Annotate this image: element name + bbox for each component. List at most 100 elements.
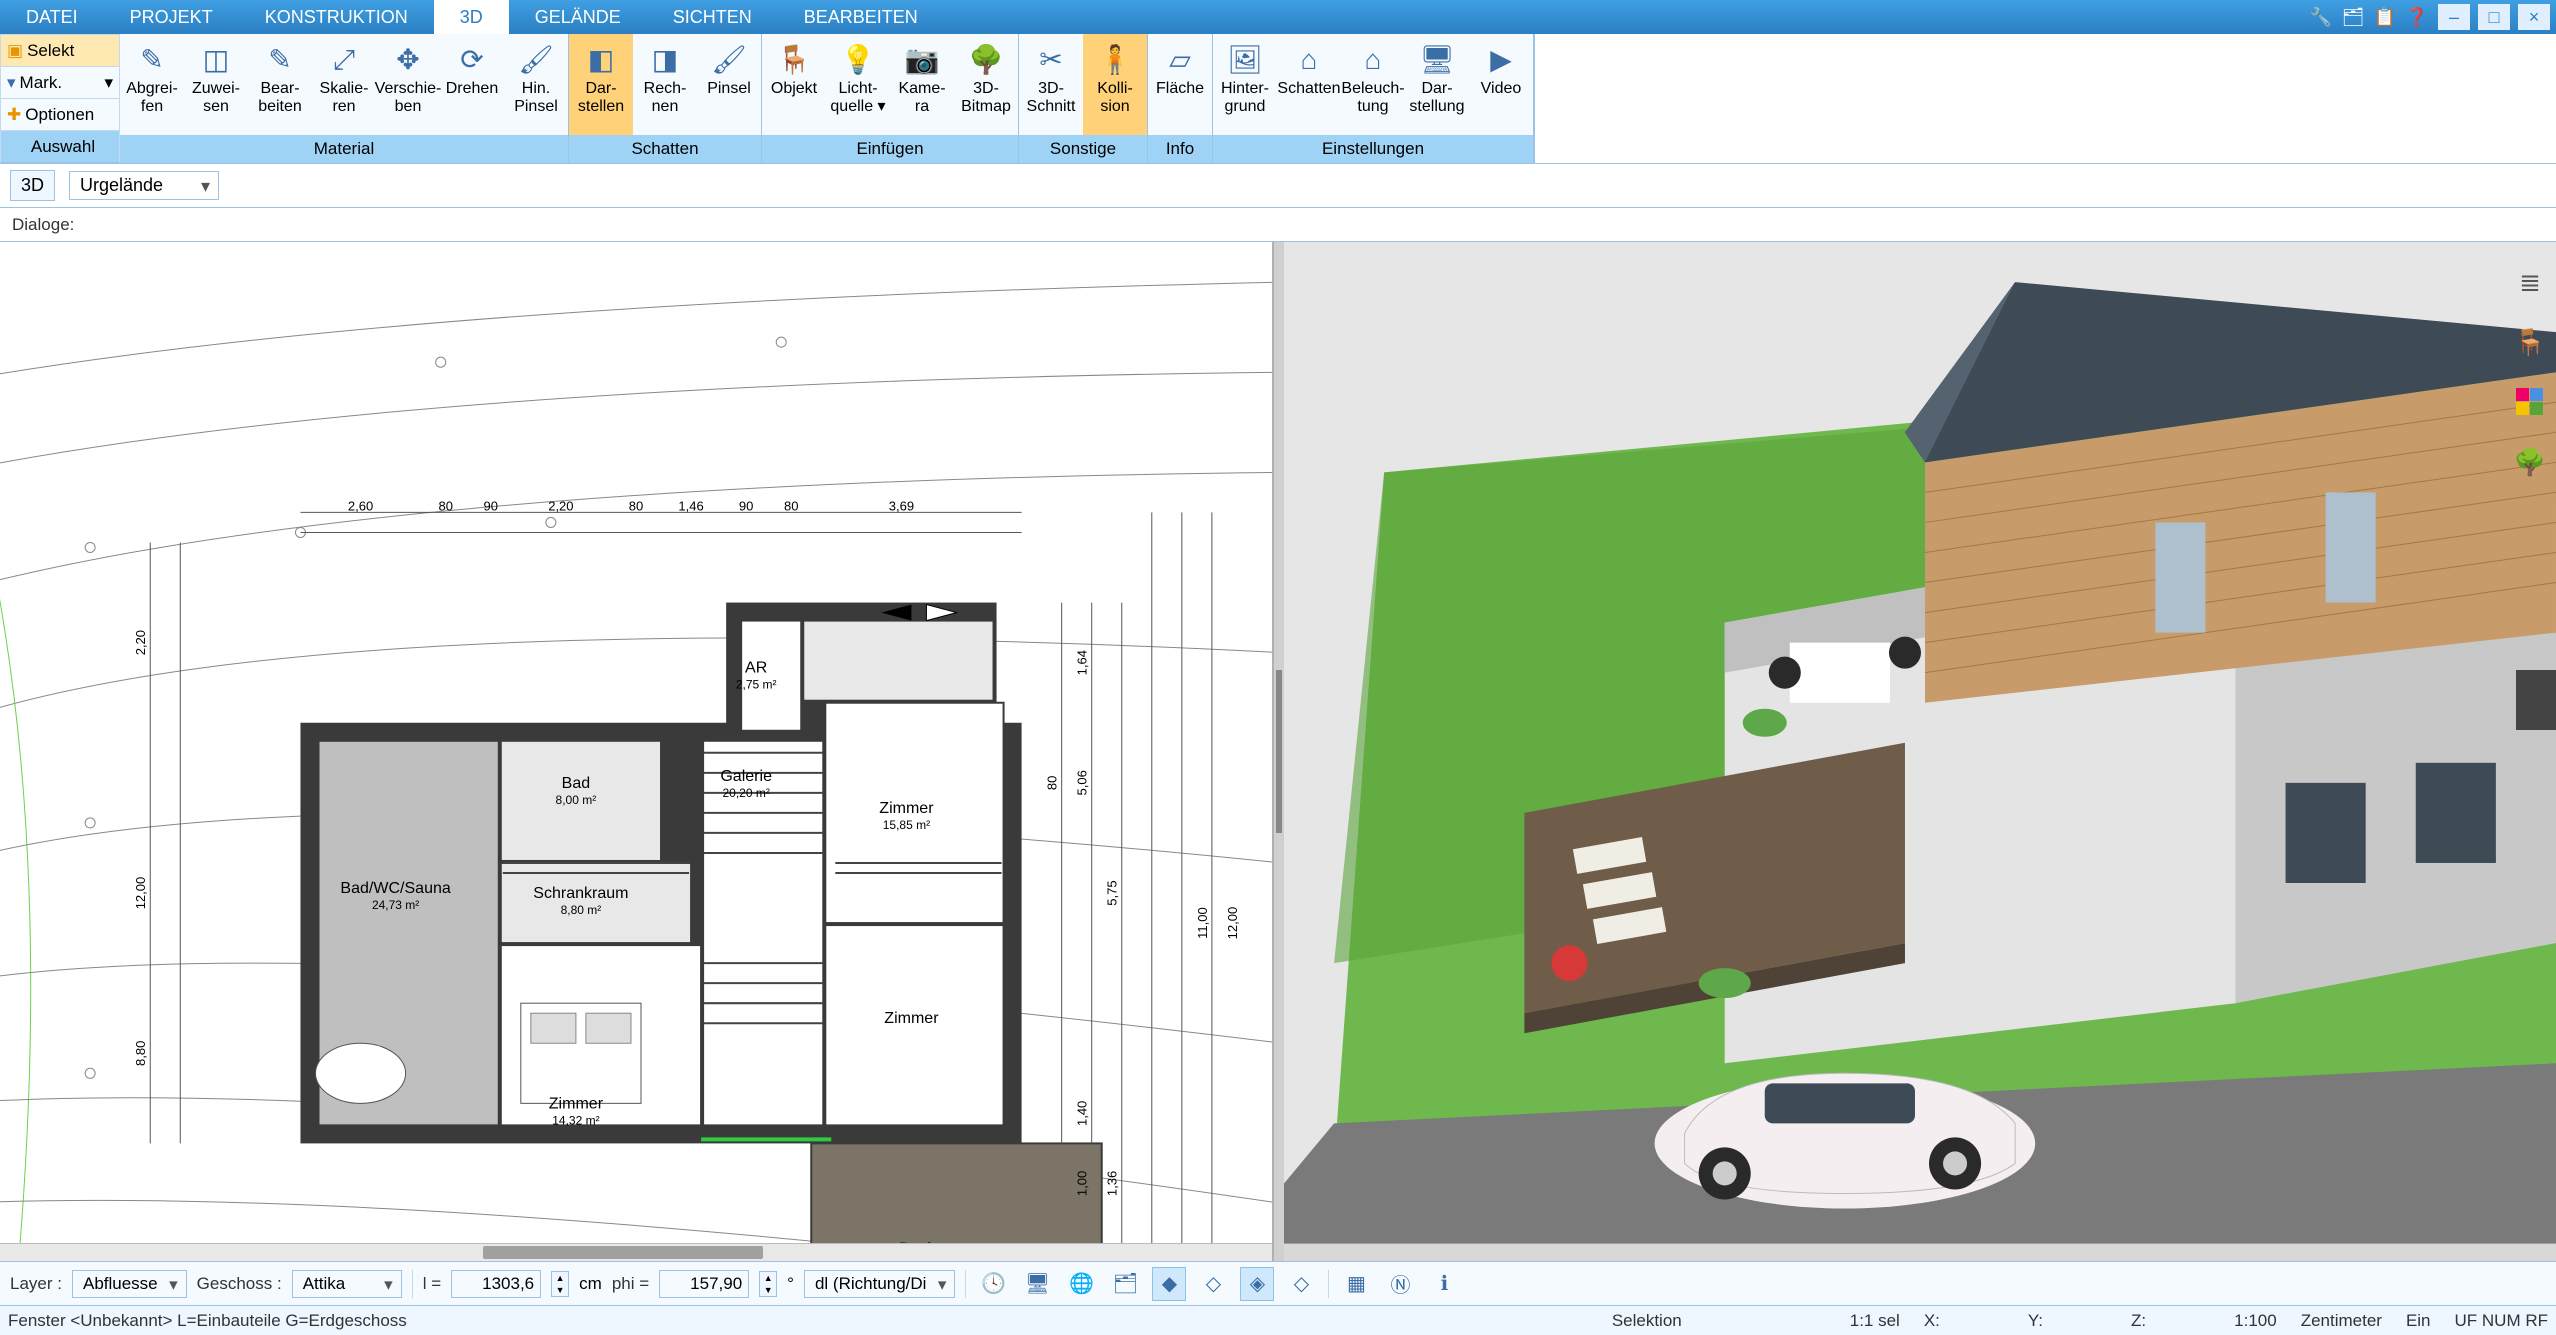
svg-text:8,80: 8,80 (133, 1041, 148, 1066)
ribbon-btn-lichtquelle[interactable]: 💡Licht-quelle ▾ (826, 34, 890, 135)
ribbon-btn-pinsel[interactable]: 🖌Pinsel (697, 34, 761, 135)
menu-bar: DATEI PROJEKT KONSTRUKTION 3D GELÄNDE SI… (0, 0, 2556, 34)
mode-dropdown[interactable]: dl (Richtung/Di (804, 1270, 956, 1298)
ribbon-icon: ✎ (260, 40, 300, 80)
options-tool[interactable]: ✚Optionen (0, 98, 120, 130)
phi-label: phi = (612, 1274, 649, 1294)
ribbon-icon: ⌂ (1353, 40, 1393, 80)
terrain-dropdown[interactable]: Urgelände (69, 171, 219, 200)
status-scale: 1:100 (2234, 1311, 2277, 1331)
globe-icon[interactable]: 🌐 (1064, 1267, 1098, 1301)
svg-text:3,69: 3,69 (889, 498, 914, 513)
grid-icon[interactable]: ▦ (1339, 1267, 1373, 1301)
snap3-icon[interactable]: ◈ (1240, 1267, 1274, 1301)
view-mode-badge[interactable]: 3D (10, 170, 55, 201)
menu-tab-gelaende[interactable]: GELÄNDE (509, 0, 647, 34)
svg-text:5,06: 5,06 (1075, 770, 1090, 795)
ribbon-btn-dbitmap[interactable]: 🌳3D-Bitmap (954, 34, 1018, 135)
view-3d[interactable]: ≣ 🪑 🌳 (1284, 242, 2556, 1261)
length-input[interactable]: 1303,6 (451, 1270, 541, 1298)
svg-text:2,60: 2,60 (348, 498, 373, 513)
svg-text:80: 80 (784, 498, 798, 513)
tree-icon[interactable]: 🌳 (2510, 442, 2550, 482)
svg-text:90: 90 (484, 498, 498, 513)
svg-text:Schrankraum: Schrankraum (533, 884, 628, 902)
horizontal-scrollbar[interactable] (0, 1243, 1272, 1261)
menu-tab-bearbeiten[interactable]: BEARBEITEN (778, 0, 944, 34)
monitor-icon[interactable]: 🖥 (1020, 1267, 1054, 1301)
select-tool[interactable]: ▣Selekt (0, 34, 120, 66)
sub-bar: 3D Urgelände (0, 164, 2556, 208)
svg-text:8,80 m²: 8,80 m² (561, 903, 602, 917)
geschoss-dropdown[interactable]: Attika (292, 1270, 402, 1298)
menu-tab-3d[interactable]: 3D (434, 0, 509, 34)
floor-plan-canvas: Bad/WC/Sauna24,73 m²Bad8,00 m²Schrankrau… (0, 242, 1272, 1244)
maximize-button[interactable]: □ (2478, 4, 2510, 30)
menu-tab-konstruktion[interactable]: KONSTRUKTION (239, 0, 434, 34)
ribbon-btn-darstellung[interactable]: 🖥Dar-stellung (1405, 34, 1469, 135)
layer-dropdown[interactable]: Abfluesse (72, 1270, 187, 1298)
ribbon-btn-abgreifen[interactable]: ✎Abgrei-fen (120, 34, 184, 135)
svg-text:12,00: 12,00 (133, 877, 148, 910)
status-ein: Ein (2406, 1311, 2431, 1331)
windows-icon[interactable]: 🗂 (2340, 4, 2366, 30)
ribbon-btn-drehen[interactable]: ⟳Drehen (440, 34, 504, 135)
ribbon-btn-skalieren[interactable]: ⤢Skalie-ren (312, 34, 376, 135)
help-icon[interactable]: ❓ (2404, 4, 2430, 30)
mark-tool[interactable]: ▾Mark.▾ (0, 66, 120, 98)
side-tab-handle[interactable] (2516, 670, 2556, 730)
menu-tab-sichten[interactable]: SICHTEN (647, 0, 778, 34)
snap2-icon[interactable]: ◇ (1196, 1267, 1230, 1301)
length-spinner[interactable]: ▲▼ (551, 1271, 569, 1297)
ribbon-btn-kollision[interactable]: 🧍Kolli-sion (1083, 34, 1147, 135)
ribbon-group-label: Einstellungen (1213, 135, 1533, 163)
dialog-bar: Dialoge: (0, 208, 2556, 242)
info-icon[interactable]: ℹ (1427, 1267, 1461, 1301)
snap4-icon[interactable]: ◇ (1284, 1267, 1318, 1301)
close-button[interactable]: × (2518, 4, 2550, 30)
ribbon-icon: 🖌 (516, 40, 556, 80)
stack-icon[interactable]: 🗂 (1108, 1267, 1142, 1301)
snap1-icon[interactable]: ◆ (1152, 1267, 1186, 1301)
north-icon[interactable]: Ⓝ (1383, 1267, 1417, 1301)
ribbon-icon: ◧ (581, 40, 621, 80)
layers-icon[interactable]: ≣ (2510, 262, 2550, 302)
materials-icon[interactable] (2510, 382, 2550, 422)
unit-label: cm (579, 1274, 602, 1294)
ribbon-btn-zuweisen[interactable]: ◫Zuwei-sen (184, 34, 248, 135)
svg-text:1,40: 1,40 (1075, 1101, 1090, 1126)
svg-text:80: 80 (438, 498, 452, 513)
ribbon-btn-verschieben[interactable]: ✥Verschie-ben (376, 34, 440, 135)
ribbon-btn-darstellen[interactable]: ◧Dar-stellen (569, 34, 633, 135)
ribbon-btn-beleuchtung[interactable]: ⌂Beleuch-tung (1341, 34, 1405, 135)
minimize-button[interactable]: – (2438, 4, 2470, 30)
clock-icon[interactable]: 🕓 (976, 1267, 1010, 1301)
menu-tab-projekt[interactable]: PROJEKT (104, 0, 239, 34)
view-2d[interactable]: Bad/WC/Sauna24,73 m²Bad8,00 m²Schrankrau… (0, 242, 1274, 1261)
layer-label: Layer : (10, 1274, 62, 1294)
menu-tab-datei[interactable]: DATEI (0, 0, 104, 34)
ribbon-btn-kamera[interactable]: 📷Kame-ra (890, 34, 954, 135)
phi-spinner[interactable]: ▲▼ (759, 1271, 777, 1297)
tools-icon[interactable]: 🔧 (2308, 4, 2334, 30)
svg-text:8,00 m²: 8,00 m² (556, 793, 597, 807)
phi-input[interactable]: 157,90 (659, 1270, 749, 1298)
ribbon-group-label: Einfügen (762, 135, 1018, 163)
svg-text:AR: AR (745, 659, 767, 677)
ribbon-btn-schatten[interactable]: ⌂Schatten (1277, 34, 1341, 135)
ribbon-btn-objekt[interactable]: 🪑Objekt (762, 34, 826, 135)
side-tool-panel: ≣ 🪑 🌳 (2510, 262, 2550, 482)
ribbon-btn-flche[interactable]: ▱Fläche (1148, 34, 1212, 135)
svg-text:80: 80 (629, 498, 643, 513)
clipboard-icon[interactable]: 📋 (2372, 4, 2398, 30)
furniture-icon[interactable]: 🪑 (2510, 322, 2550, 362)
ribbon-btn-hintergrund[interactable]: 🖼Hinter-grund (1213, 34, 1277, 135)
ribbon-btn-rechnen[interactable]: ◨Rech-nen (633, 34, 697, 135)
ribbon-btn-hinpinsel[interactable]: 🖌Hin.Pinsel (504, 34, 568, 135)
ribbon-btn-video[interactable]: ▶Video (1469, 34, 1533, 135)
svg-text:2,75 m²: 2,75 m² (736, 678, 777, 692)
view-splitter[interactable] (1274, 242, 1284, 1261)
ribbon-btn-dschnitt[interactable]: ✂3D-Schnitt (1019, 34, 1083, 135)
ribbon-btn-bearbeiten[interactable]: ✎Bear-beiten (248, 34, 312, 135)
svg-text:14,32 m²: 14,32 m² (552, 1113, 599, 1127)
